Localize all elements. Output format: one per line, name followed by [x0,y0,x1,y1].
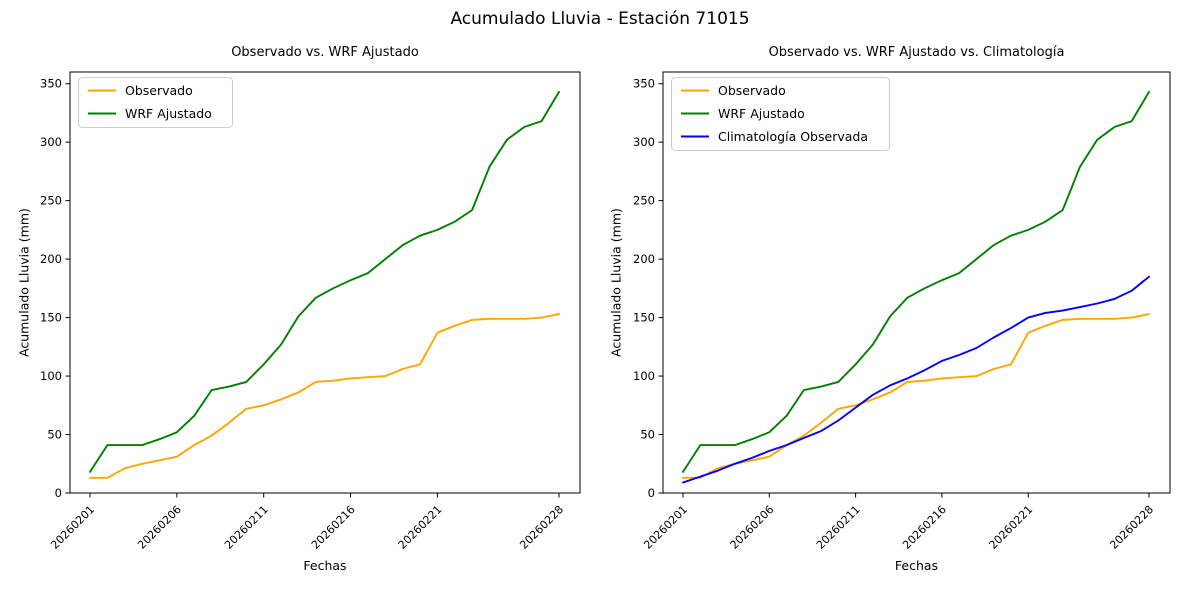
x-tick-label: 20260206 [728,503,777,552]
chart-observado-wrf: Observado vs. WRF Ajustado Acumulado Llu… [17,45,581,573]
legend-label: Observado [125,83,193,98]
series-line-wrf-ajustado [682,90,1150,473]
series-line-wrf-ajustado [89,90,560,473]
legend-label: Observado [718,83,786,98]
y-tick-label: 50 [47,428,62,442]
axes-frame [69,71,581,494]
y-tick-label: 200 [633,252,655,266]
x-tick-label: 20260216 [309,503,358,552]
y-tick-label: 250 [633,194,655,208]
chart-title: Observado vs. WRF Ajustado [231,45,419,60]
y-tick-label: 350 [633,77,655,91]
y-tick-label: 300 [633,135,655,149]
y-tick-label: 150 [633,311,655,325]
legend-box [671,77,890,151]
figure-suptitle: Acumulado Lluvia - Estación 71015 [450,9,750,29]
legend-label: Climatología Observada [718,129,868,144]
legend-label: WRF Ajustado [718,106,805,121]
x-tick-label: 20260228 [1107,503,1156,552]
y-tick-label: 200 [40,252,62,266]
chart-plot-area: 0 50 100 150 200 250 300 350 20260201 20260206 202… [633,71,1171,552]
axes-frame [662,71,1171,494]
legend-box [78,77,233,128]
y-tick-label: 0 [55,486,62,500]
chart-observado-wrf-climatologia: Observado vs. WRF Ajustado vs. Climatolo… [600,0,1200,600]
x-tick-label: 20260211 [814,503,863,552]
x-tick-label: 20260221 [987,503,1036,552]
y-tick-label: 100 [633,369,655,383]
x-axis-label: Fechas [894,558,939,573]
series-line-observado [89,313,560,479]
chart-title: Observado vs. WRF Ajustado vs. Climatolo… [768,45,1065,60]
chart-plot-area: 0 50 100 150 200 250 300 350 20260201 20260206 202… [40,71,581,552]
legend-label: WRF Ajustado [125,106,212,121]
x-tick-label: 20260216 [900,503,949,552]
series-line-observado [682,313,1150,479]
x-tick-label: 20260201 [48,503,97,552]
y-tick-label: 250 [40,194,62,208]
y-tick-label: 150 [40,311,62,325]
y-tick-label: 300 [40,135,62,149]
x-tick-label: 20260206 [135,503,184,552]
y-tick-label: 0 [648,486,655,500]
x-tick-label: 20260228 [517,503,566,552]
x-tick-label: 20260211 [222,503,271,552]
x-tick-label: 20260221 [396,503,445,552]
x-tick-label: 20260201 [641,503,690,552]
y-tick-label: 100 [40,369,62,383]
y-tick-label: 350 [40,77,62,91]
series-line-climatologia-observada [682,275,1150,484]
x-axis-label: Fechas [303,558,347,573]
y-tick-label: 50 [640,428,655,442]
